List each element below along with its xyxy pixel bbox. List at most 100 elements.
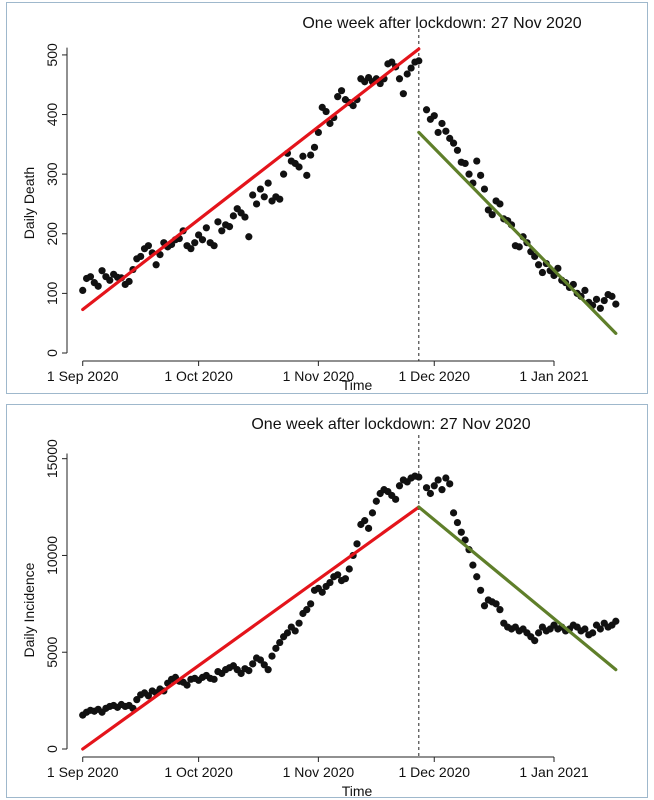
y-tick-label: 5000 [44,636,60,667]
data-point [403,70,411,78]
data-point [144,692,152,700]
data-point [303,606,311,614]
trend-line [417,505,618,672]
data-point [349,101,357,110]
data-point [295,163,303,171]
data-point [430,482,438,490]
data-point [372,497,380,505]
data-point [299,152,307,160]
data-point [581,286,589,295]
y-tick-label: 500 [44,43,60,67]
data-point [256,185,265,193]
data-point [94,282,102,290]
data-point [596,304,604,312]
data-point [241,213,249,221]
data-point [473,573,481,581]
death-chart: One week after lockdown: 27 Nov 2020 0 10… [21,15,620,393]
data-point [345,565,353,573]
data-point [256,656,265,664]
data-point [210,675,218,683]
y-tick-label: 15000 [44,439,60,478]
data-point [449,509,458,517]
data-point [280,170,288,178]
data-point [457,528,465,536]
data-point [295,619,303,627]
data-point [407,64,415,72]
data-point [210,242,218,250]
data-point [395,75,404,83]
x-tick-label: 1 Sep 2020 [47,368,119,384]
x-tick-label: 1 Oct 2020 [164,368,233,384]
trend-line [417,130,618,335]
data-point [600,296,608,305]
data-point [422,106,431,114]
data-point [283,629,292,637]
chart-title: One week after lockdown: 27 Nov 2020 [302,15,581,32]
data-point [260,661,268,669]
x-axis-label: Time [342,783,373,797]
data-point [334,571,342,579]
data-point [133,696,141,704]
data-point [399,90,407,98]
data-point [314,128,322,137]
data-point [106,276,114,284]
data-point [465,170,473,178]
data-point [334,93,342,101]
data-point [225,223,234,231]
data-point [538,268,547,277]
data-point [260,193,268,201]
data-point [264,179,272,187]
data-point [589,629,597,637]
data-point [415,57,423,65]
data-point [438,486,446,494]
data-point [249,660,257,668]
x-tick-label: 1 Jan 2021 [519,764,588,780]
data-point [86,273,95,281]
y-tick-label: 300 [44,162,60,186]
data-point [492,600,500,608]
trend-line [81,47,421,312]
data-point [79,286,87,295]
data-point [446,480,454,488]
data-point [395,482,404,490]
data-point [515,243,523,251]
data-point [341,575,350,583]
data-point [195,231,203,239]
data-point [214,218,222,226]
data-point [361,517,369,525]
data-point [534,261,543,269]
data-point [291,627,299,635]
chart-title: One week after lockdown: 27 Nov 2020 [251,416,530,433]
x-tick-label: 1 Jan 2021 [519,368,588,384]
data-point [152,261,160,269]
data-point [596,625,604,633]
data-point [426,489,434,498]
data-point [442,474,450,482]
data-point [434,476,442,484]
data-point [125,277,133,286]
incidence-chart: One week after lockdown: 27 Nov 2020 0 50… [21,416,620,797]
data-point [531,637,539,645]
data-point [307,600,315,608]
data-point [218,227,226,235]
data-point [473,157,481,165]
data-point [337,87,346,95]
data-point [392,495,400,503]
data-point [477,586,485,594]
data-point [449,139,458,147]
data-point [453,146,462,154]
data-point [446,134,454,142]
data-point [303,171,311,179]
data-point [245,233,253,241]
data-point [484,206,492,214]
data-point [430,112,438,120]
y-axis-label: Daily Incidence [21,562,37,657]
x-tick-label: 1 Nov 2020 [283,764,355,780]
data-point [388,58,396,66]
data-point [318,588,326,596]
data-point [264,666,272,674]
y-axis-label: Daily Death [21,167,37,239]
data-point [461,159,469,168]
data-point [198,236,207,244]
x-axis-label: Time [342,377,373,393]
